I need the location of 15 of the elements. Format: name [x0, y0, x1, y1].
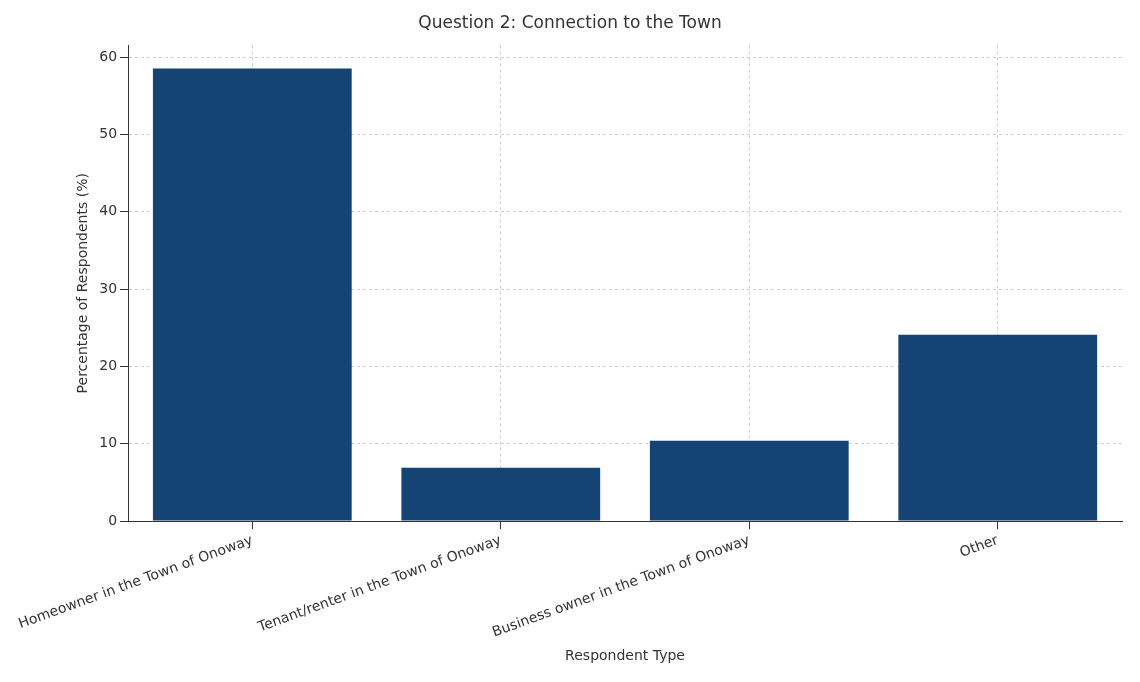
y-tick-label: 60 [99, 47, 118, 64]
y-tick-label: 50 [99, 125, 118, 141]
y-tick-label: 10 [99, 434, 118, 451]
y-tick-label: 40 [99, 202, 118, 219]
y-tick-label: 0 [108, 511, 118, 528]
x-tick-label: Other [957, 531, 1001, 560]
y-tick-label: 30 [99, 279, 118, 296]
y-tick-label: 20 [99, 357, 118, 374]
bar [152, 68, 352, 521]
bar [898, 334, 1098, 521]
bar [649, 440, 849, 521]
x-axis-title: Respondent Type [565, 647, 685, 664]
y-axis-title: Percentage of Respondents (%) [74, 173, 91, 394]
bar [401, 467, 601, 521]
chart-title: Question 2: Connection to the Town [418, 11, 722, 32]
